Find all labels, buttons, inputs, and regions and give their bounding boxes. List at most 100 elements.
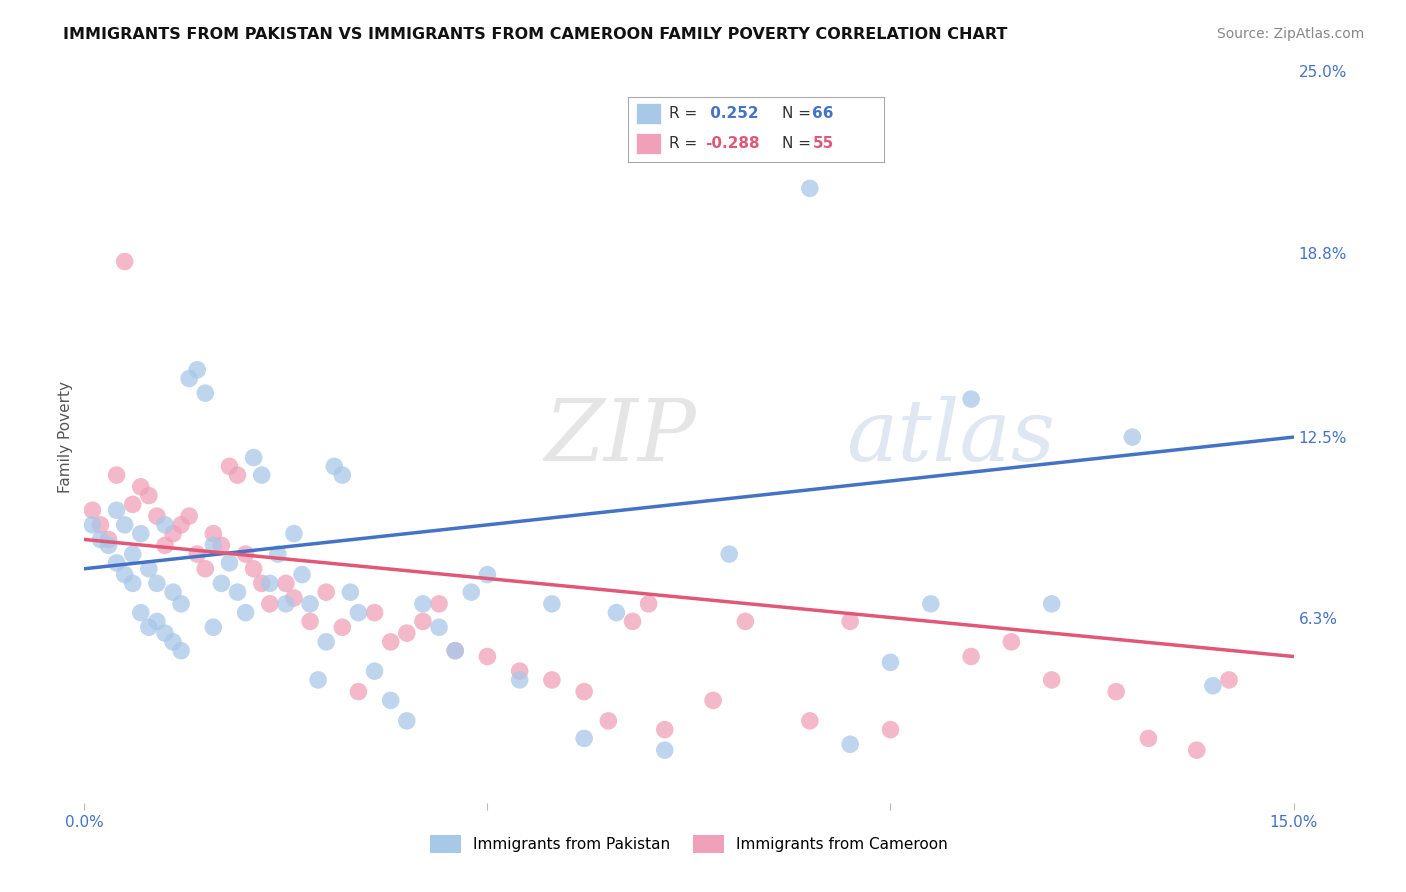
Text: 0.252: 0.252 bbox=[704, 106, 758, 121]
Bar bbox=[636, 103, 661, 124]
Text: R =: R = bbox=[669, 136, 702, 152]
Point bbox=[146, 615, 169, 629]
Point bbox=[274, 597, 297, 611]
Point bbox=[477, 567, 499, 582]
Point bbox=[1202, 679, 1225, 693]
Point bbox=[363, 664, 385, 678]
Point bbox=[1218, 673, 1240, 687]
Point bbox=[572, 684, 595, 698]
Point bbox=[1000, 635, 1022, 649]
Point bbox=[283, 526, 305, 541]
Point bbox=[114, 567, 136, 582]
Point bbox=[839, 615, 862, 629]
Text: atlas: atlas bbox=[846, 396, 1056, 478]
Point bbox=[194, 386, 217, 401]
Point bbox=[267, 547, 290, 561]
Point bbox=[380, 693, 402, 707]
Point bbox=[146, 576, 169, 591]
Point bbox=[218, 459, 240, 474]
Point bbox=[291, 567, 314, 582]
Point bbox=[339, 585, 361, 599]
Point bbox=[323, 459, 346, 474]
Point bbox=[702, 693, 724, 707]
Point bbox=[121, 576, 143, 591]
Point bbox=[89, 517, 111, 532]
Point bbox=[121, 547, 143, 561]
Point bbox=[162, 585, 184, 599]
Point bbox=[97, 538, 120, 552]
Point bbox=[170, 643, 193, 657]
Point bbox=[395, 714, 418, 728]
Point bbox=[412, 597, 434, 611]
Point bbox=[598, 714, 620, 728]
Point bbox=[799, 181, 821, 195]
Point bbox=[194, 562, 217, 576]
Point bbox=[347, 606, 370, 620]
Point bbox=[1121, 430, 1143, 444]
Point bbox=[960, 649, 983, 664]
Point bbox=[186, 363, 208, 377]
Point bbox=[121, 497, 143, 511]
Point bbox=[97, 533, 120, 547]
Point bbox=[202, 620, 225, 634]
Point bbox=[839, 737, 862, 751]
Text: 55: 55 bbox=[813, 136, 834, 152]
Point bbox=[509, 664, 531, 678]
Point bbox=[1040, 673, 1063, 687]
Point bbox=[153, 626, 176, 640]
Point bbox=[209, 538, 232, 552]
Point bbox=[202, 538, 225, 552]
Point bbox=[315, 585, 337, 599]
Point bbox=[960, 392, 983, 406]
Point bbox=[477, 649, 499, 664]
Point bbox=[114, 254, 136, 268]
Point bbox=[138, 620, 160, 634]
Point bbox=[307, 673, 329, 687]
Point bbox=[283, 591, 305, 605]
Point bbox=[235, 547, 257, 561]
Point bbox=[105, 556, 128, 570]
Point bbox=[146, 509, 169, 524]
Point bbox=[330, 468, 353, 483]
Point bbox=[82, 503, 104, 517]
Point bbox=[274, 576, 297, 591]
Point bbox=[541, 673, 564, 687]
Point bbox=[242, 562, 264, 576]
Point bbox=[153, 517, 176, 532]
Point bbox=[242, 450, 264, 465]
Point bbox=[1040, 597, 1063, 611]
Point bbox=[114, 517, 136, 532]
Point bbox=[363, 606, 385, 620]
Point bbox=[226, 585, 249, 599]
Point bbox=[209, 576, 232, 591]
Point bbox=[235, 606, 257, 620]
Point bbox=[920, 597, 942, 611]
Text: R =: R = bbox=[669, 106, 702, 121]
Point bbox=[315, 635, 337, 649]
Text: N =: N = bbox=[782, 106, 815, 121]
Point bbox=[226, 468, 249, 483]
Point bbox=[460, 585, 482, 599]
Point bbox=[605, 606, 627, 620]
Point bbox=[105, 468, 128, 483]
Text: 66: 66 bbox=[813, 106, 834, 121]
Text: IMMIGRANTS FROM PAKISTAN VS IMMIGRANTS FROM CAMEROON FAMILY POVERTY CORRELATION : IMMIGRANTS FROM PAKISTAN VS IMMIGRANTS F… bbox=[63, 27, 1008, 42]
Point bbox=[572, 731, 595, 746]
Point bbox=[179, 509, 201, 524]
Point bbox=[129, 480, 152, 494]
Point bbox=[218, 556, 240, 570]
Point bbox=[105, 503, 128, 517]
Point bbox=[718, 547, 741, 561]
Y-axis label: Family Poverty: Family Poverty bbox=[58, 381, 73, 493]
Point bbox=[427, 597, 450, 611]
Point bbox=[1105, 684, 1128, 698]
Point bbox=[299, 597, 322, 611]
Point bbox=[129, 526, 152, 541]
Point bbox=[1185, 743, 1208, 757]
Text: -0.288: -0.288 bbox=[704, 136, 759, 152]
Point bbox=[170, 597, 193, 611]
Point bbox=[621, 615, 644, 629]
Point bbox=[162, 526, 184, 541]
Point bbox=[879, 723, 901, 737]
Point bbox=[509, 673, 531, 687]
